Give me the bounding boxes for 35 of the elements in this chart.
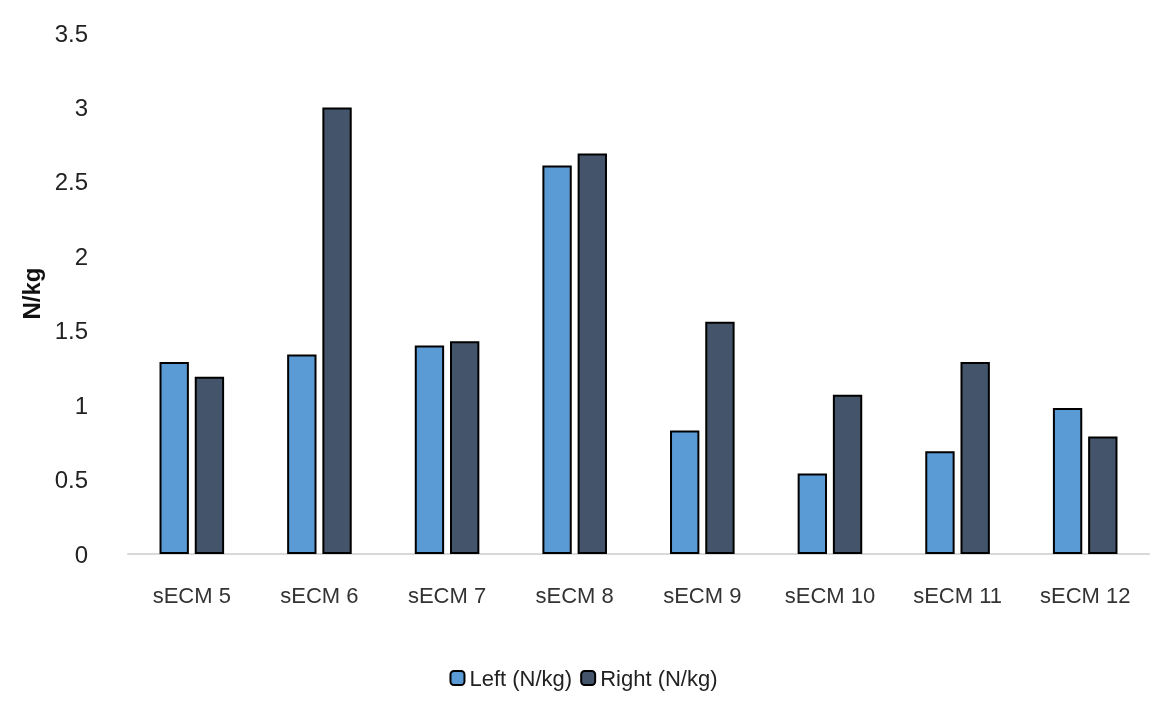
bar bbox=[960, 361, 990, 554]
x-tick-label: sECM 7 bbox=[407, 582, 487, 608]
y-tick-label: 2.5 bbox=[54, 168, 88, 196]
x-tick-label: sECM 11 bbox=[913, 582, 1002, 608]
bar bbox=[159, 361, 189, 554]
x-tick-label: sECM 8 bbox=[535, 582, 614, 608]
bar bbox=[450, 341, 480, 554]
y-tick-label: 3 bbox=[74, 93, 88, 121]
bar bbox=[670, 430, 700, 554]
bar bbox=[194, 376, 225, 554]
y-axis-title: N/kg bbox=[18, 267, 46, 320]
bar bbox=[925, 451, 955, 554]
x-tick-label: sECM 10 bbox=[784, 582, 876, 608]
bar bbox=[577, 153, 607, 554]
legend-label: Right (N/kg) bbox=[600, 665, 718, 691]
legend-label: Left (N/kg) bbox=[469, 665, 573, 691]
bar bbox=[287, 354, 317, 554]
bar bbox=[322, 107, 352, 554]
y-tick-label: 1 bbox=[74, 391, 88, 419]
bar bbox=[542, 165, 572, 554]
bar bbox=[832, 394, 863, 554]
y-tick-label: 0.5 bbox=[54, 466, 88, 494]
x-tick-label: sECM 12 bbox=[1039, 582, 1131, 608]
y-tick-label: 2 bbox=[74, 242, 88, 270]
x-tick-label: sECM 5 bbox=[152, 582, 231, 608]
y-tick-label: 0 bbox=[74, 540, 88, 568]
x-tick-label: sECM 6 bbox=[280, 582, 359, 608]
y-tick-label: 1.5 bbox=[54, 317, 88, 345]
bar bbox=[1088, 436, 1118, 554]
bar bbox=[1052, 408, 1083, 554]
bar bbox=[414, 345, 445, 554]
bar bbox=[797, 473, 827, 554]
bar bbox=[705, 321, 735, 554]
x-tick-label: sECM 9 bbox=[663, 582, 742, 608]
y-tick-label: 3.5 bbox=[54, 19, 88, 47]
